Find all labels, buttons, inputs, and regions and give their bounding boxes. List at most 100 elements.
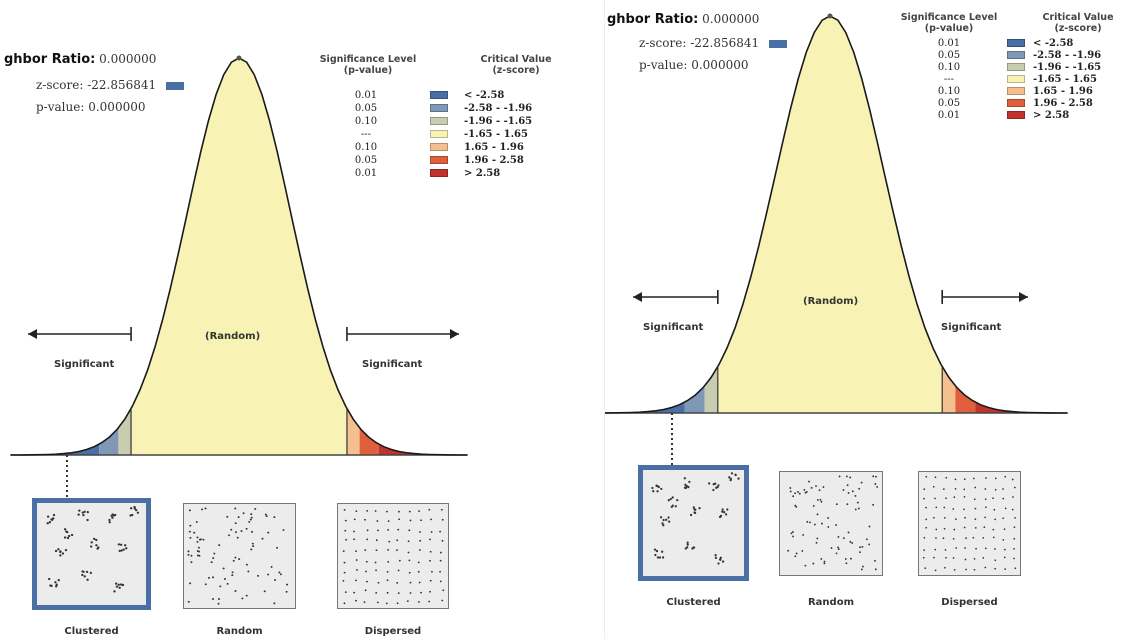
pattern-dot	[57, 548, 60, 551]
pattern-dot	[187, 553, 190, 556]
pattern-dot	[874, 483, 877, 485]
pattern-dot	[933, 556, 935, 559]
pattern-dot	[974, 526, 977, 529]
legend-pvalue: 0.05	[354, 103, 378, 114]
pattern-dot	[217, 602, 220, 605]
pvalue-label: p-value:	[639, 58, 688, 72]
region-random	[131, 58, 347, 455]
pattern-dot	[984, 488, 987, 490]
pattern-dot	[845, 475, 848, 478]
pattern-dot	[726, 508, 729, 511]
pattern-dot	[420, 519, 422, 522]
pattern-dot	[952, 508, 955, 510]
pattern-dot	[396, 582, 399, 584]
pattern-dot	[662, 524, 665, 527]
pattern-dot	[439, 530, 442, 533]
legend-row: 0.05 1.96 - 2.58	[938, 98, 1123, 109]
pattern-dot	[261, 537, 264, 540]
pattern-dot	[728, 476, 731, 479]
pattern-dot	[230, 528, 233, 531]
pattern-dot	[669, 497, 672, 501]
pattern-dot	[868, 525, 871, 528]
pattern-dot	[117, 583, 120, 586]
pattern-dot	[693, 508, 696, 511]
legend-swatch-icon	[1007, 111, 1025, 119]
pattern-dot	[54, 585, 58, 588]
pattern-dot	[985, 477, 987, 479]
pattern-dot	[131, 513, 134, 517]
dispersed-pattern-thumbnail[interactable]	[918, 471, 1021, 576]
pattern-dot	[815, 485, 817, 487]
pattern-dot	[398, 518, 401, 521]
pattern-dot	[376, 520, 379, 522]
pattern-dot	[816, 537, 819, 540]
region-neg-010	[704, 366, 718, 413]
pattern-dot	[129, 507, 133, 510]
ratio-label: ghbor Ratio:	[4, 52, 96, 67]
pattern-dot	[285, 590, 288, 593]
pattern-dot	[820, 558, 823, 560]
pattern-dot	[59, 550, 62, 553]
pattern-dot	[232, 559, 235, 562]
random-pattern-thumbnail[interactable]	[779, 471, 883, 576]
zscore-line: z-score: -22.856841	[36, 78, 184, 92]
pattern-dot	[1013, 526, 1016, 529]
legend-pvalue: 0.01	[354, 90, 378, 101]
pattern-dot	[442, 589, 445, 592]
pattern-dot	[188, 509, 191, 512]
pattern-dot	[108, 518, 111, 522]
pattern-dot	[945, 476, 948, 479]
legend-swatch-icon	[1007, 51, 1025, 59]
pattern-dot	[46, 515, 50, 518]
pattern-dot	[923, 536, 926, 539]
pattern-dot	[407, 551, 410, 554]
pattern-dot	[223, 578, 226, 580]
pattern-dot	[254, 507, 257, 510]
pattern-dot	[934, 548, 937, 551]
legend-critical-value: -1.65 - 1.65	[1033, 74, 1097, 85]
pattern-dot	[386, 510, 388, 513]
pattern-dot	[419, 539, 422, 542]
pattern-dot	[265, 515, 268, 518]
clustered-pattern-thumbnail[interactable]	[638, 465, 749, 581]
pattern-dot	[95, 544, 98, 547]
clustered-pattern-thumbnail[interactable]	[32, 498, 151, 610]
peak-marker-icon	[827, 13, 833, 19]
pattern-dot	[819, 498, 822, 501]
pattern-dot	[363, 601, 366, 604]
pattern-dot	[198, 554, 201, 557]
pattern-dot	[805, 490, 808, 493]
pattern-dot	[278, 571, 281, 574]
pattern-dot	[934, 569, 937, 572]
pattern-dot	[723, 511, 726, 514]
pattern-dot	[973, 568, 976, 571]
dispersed-pattern-thumbnail[interactable]	[337, 503, 449, 609]
random-label: (Random)	[205, 331, 261, 342]
pattern-dot	[982, 536, 985, 539]
pattern-dot	[849, 540, 852, 543]
pattern-dot	[217, 598, 220, 600]
legend-critical-value: < -2.58	[464, 90, 505, 101]
pattern-dot	[975, 547, 977, 550]
pattern-dot	[797, 491, 799, 493]
pattern-dot	[86, 578, 89, 581]
random-pattern-thumbnail[interactable]	[183, 503, 296, 609]
pattern-dot	[922, 556, 925, 559]
pattern-dot	[820, 500, 823, 503]
pattern-dot	[273, 516, 276, 519]
legend-critical-value: -2.58 - -1.96	[1033, 50, 1102, 61]
pattern-dot	[364, 589, 367, 592]
pattern-dot	[994, 559, 997, 562]
pattern-dot	[353, 530, 355, 533]
legend-pvalue: 0.01	[937, 38, 961, 49]
pattern-dot	[375, 592, 378, 594]
pattern-dot	[439, 570, 442, 573]
pattern-dot	[964, 547, 966, 549]
pattern-dot	[719, 514, 723, 518]
legend-swatch-icon	[430, 91, 448, 99]
pattern-dot	[835, 552, 838, 555]
pattern-dot	[1002, 497, 1005, 500]
pattern-dot	[656, 556, 660, 559]
pattern-dot	[942, 537, 945, 540]
pattern-dot	[953, 528, 956, 531]
